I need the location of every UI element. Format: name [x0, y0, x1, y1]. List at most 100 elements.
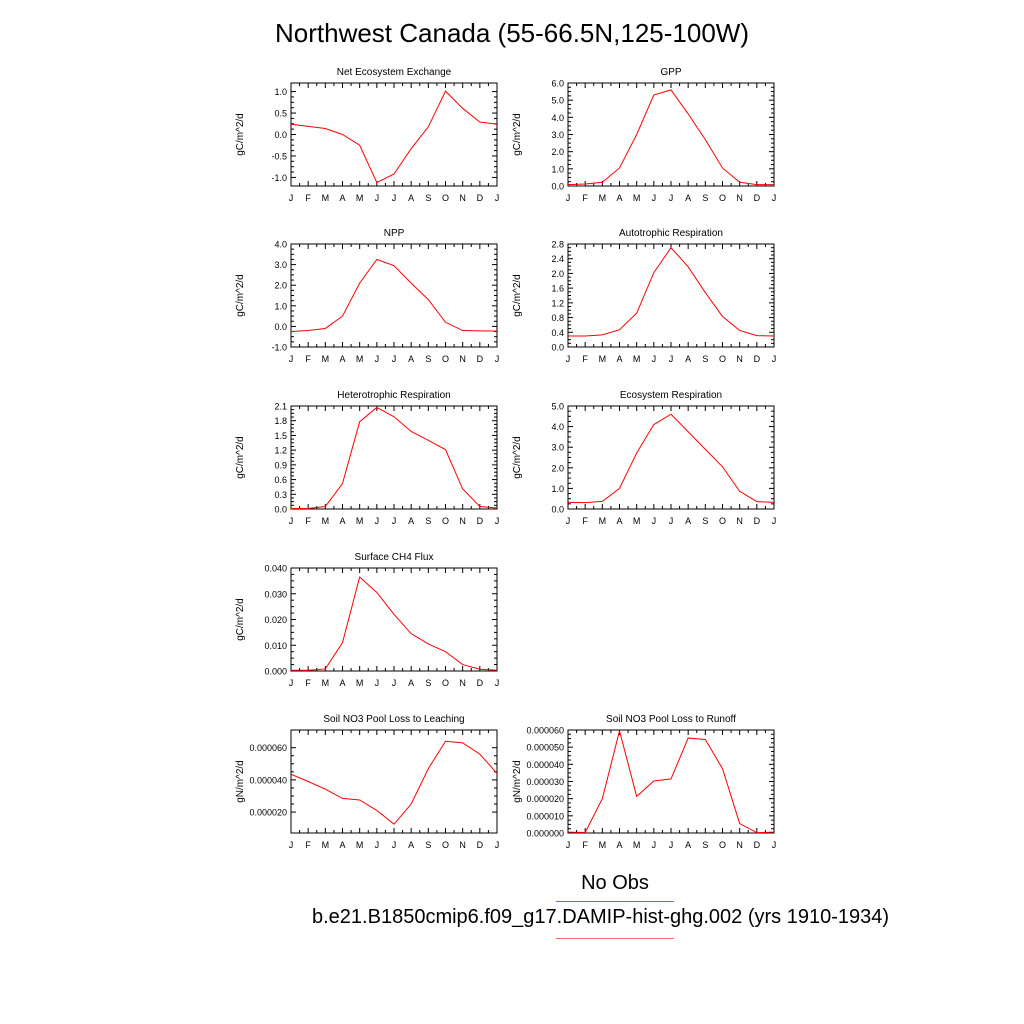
y-tick-label: 0.020 [264, 615, 287, 625]
x-tick-label: S [425, 678, 431, 688]
x-tick-label: M [356, 516, 364, 526]
x-tick-label: M [633, 354, 641, 364]
x-tick-label: S [702, 193, 708, 203]
x-tick-label: S [702, 354, 708, 364]
x-tick-label: J [652, 840, 657, 850]
y-tick-label: 0.0 [551, 343, 564, 353]
x-tick-label: J [495, 354, 500, 364]
page-title: Northwest Canada (55-66.5N,125-100W) [274, 18, 750, 48]
y-tick-label: 0.000010 [526, 811, 564, 821]
x-tick-label: J [669, 354, 674, 364]
x-tick-label: J [495, 193, 500, 203]
series-line [290, 258, 498, 333]
x-tick-label: J [392, 840, 397, 850]
x-tick-label: J [495, 516, 500, 526]
x-tick-label: F [305, 678, 311, 688]
y-tick-label: 0.040 [264, 564, 287, 574]
x-tick-label: A [339, 516, 345, 526]
y-tick-label: 4.0 [551, 422, 564, 432]
y-tick-label: 0.000050 [526, 743, 564, 753]
y-tick-label: 0.8 [551, 313, 564, 323]
y-tick-label: 0.0 [274, 505, 287, 515]
y-axis-label: gC/m^2/d [512, 274, 523, 317]
y-tick-label: -1.0 [271, 173, 287, 183]
x-tick-label: M [356, 193, 364, 203]
chart-title: Ecosystem Respiration [620, 390, 722, 401]
x-tick-label: A [339, 354, 345, 364]
y-tick-label: 0.0 [274, 322, 287, 332]
x-tick-label: S [702, 516, 708, 526]
x-tick-label: D [754, 840, 761, 850]
y-axis-label: gC/m^2/d [235, 274, 246, 317]
x-tick-label: J [289, 354, 294, 364]
plot-frame [290, 405, 498, 510]
y-tick-label: 0.3 [274, 490, 287, 500]
x-tick-label: F [305, 840, 311, 850]
x-tick-label: J [495, 678, 500, 688]
x-tick-label: N [736, 840, 743, 850]
x-tick-label: A [685, 193, 691, 203]
y-tick-label: 0.6 [274, 475, 287, 485]
legend-case-line [556, 938, 674, 939]
y-axis-label: gC/m^2/d [235, 436, 246, 479]
x-tick-label: M [322, 193, 330, 203]
chart-title: Soil NO3 Pool Loss to Leaching [323, 714, 464, 725]
x-tick-label: J [652, 516, 657, 526]
chart-title: Net Ecosystem Exchange [337, 67, 452, 78]
x-tick-label: A [408, 840, 414, 850]
x-tick-label: F [582, 840, 588, 850]
y-tick-label: 2.0 [551, 147, 564, 157]
series-line [290, 740, 498, 825]
x-tick-label: A [339, 840, 345, 850]
x-tick-label: A [616, 840, 622, 850]
x-tick-label: M [633, 193, 641, 203]
y-axis-label: gC/m^2/d [512, 113, 523, 156]
y-tick-label: 1.0 [551, 484, 564, 494]
x-tick-label: M [322, 840, 330, 850]
x-tick-label: A [408, 193, 414, 203]
x-tick-label: J [669, 193, 674, 203]
y-tick-label: 0.5 [274, 109, 287, 119]
x-tick-label: N [459, 193, 466, 203]
x-tick-label: A [685, 516, 691, 526]
x-tick-label: N [736, 193, 743, 203]
x-tick-label: S [425, 193, 431, 203]
x-tick-label: J [375, 354, 380, 364]
x-tick-label: D [477, 193, 484, 203]
y-tick-label: 3.0 [551, 130, 564, 140]
chart-title: NPP [384, 228, 405, 239]
y-tick-label: 1.5 [274, 431, 287, 441]
x-tick-label: J [772, 354, 777, 364]
y-tick-label: 1.8 [274, 416, 287, 426]
series-line [291, 576, 498, 671]
y-tick-label: 0.9 [274, 460, 287, 470]
x-tick-label: M [599, 840, 607, 850]
x-tick-label: J [392, 354, 397, 364]
x-tick-label: J [289, 678, 294, 688]
x-tick-label: A [408, 678, 414, 688]
x-tick-label: M [356, 678, 364, 688]
x-tick-label: J [566, 193, 571, 203]
y-tick-label: 1.0 [274, 301, 287, 311]
x-tick-label: O [442, 678, 449, 688]
plot-frame [567, 82, 775, 187]
x-tick-label: F [305, 354, 311, 364]
y-tick-label: 5.0 [551, 402, 564, 412]
y-tick-label: 0.000040 [526, 760, 564, 770]
x-tick-label: N [459, 516, 466, 526]
x-tick-label: N [459, 678, 466, 688]
x-tick-label: S [425, 516, 431, 526]
x-tick-label: J [375, 678, 380, 688]
x-tick-label: O [719, 193, 726, 203]
y-tick-label: 6.0 [551, 79, 564, 89]
x-tick-label: N [736, 354, 743, 364]
chart-title: Soil NO3 Pool Loss to Runoff [606, 714, 736, 725]
y-tick-label: 0.010 [264, 641, 287, 651]
x-tick-label: M [322, 516, 330, 526]
x-tick-label: J [566, 354, 571, 364]
y-tick-label: 0.000000 [526, 829, 564, 839]
x-tick-label: O [719, 840, 726, 850]
